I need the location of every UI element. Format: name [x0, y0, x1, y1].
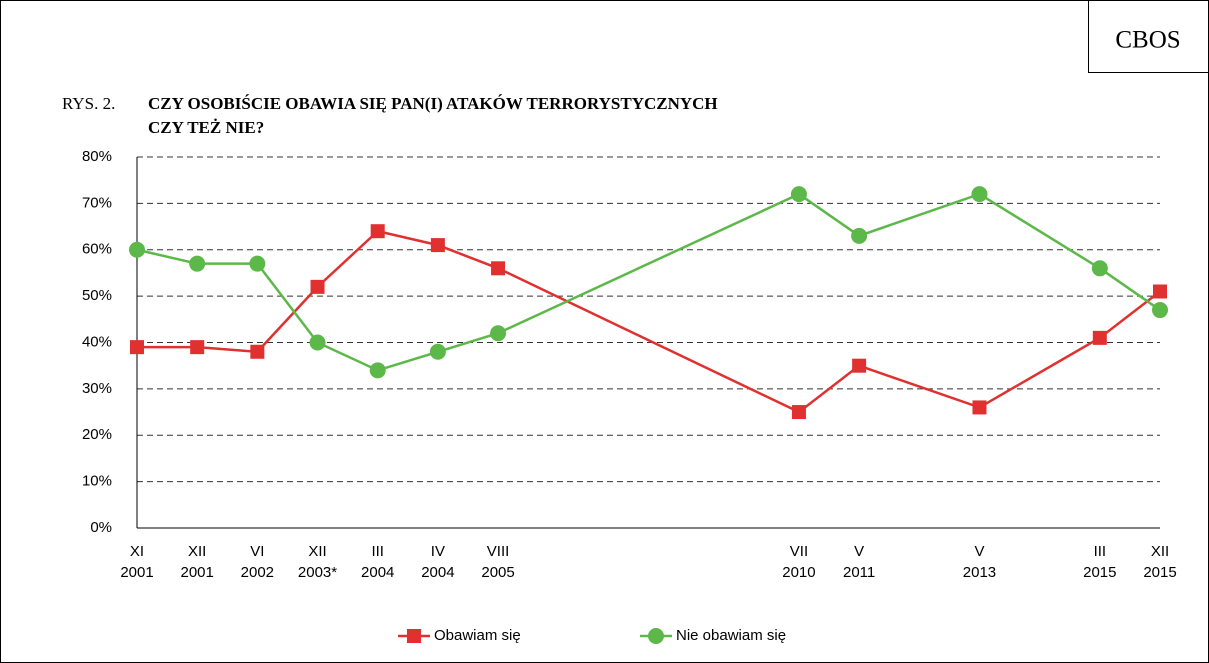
- x-tick-label: VI: [250, 543, 264, 560]
- data-point: [851, 227, 868, 244]
- y-tick-label: 40%: [82, 333, 112, 350]
- data-point: [189, 255, 206, 272]
- data-point: [852, 358, 867, 373]
- x-tick-label: 2003*: [298, 564, 337, 581]
- x-tick-label: IV: [431, 543, 445, 560]
- x-tick-label: 2011: [843, 564, 875, 581]
- x-tick-label: III: [371, 543, 384, 560]
- y-tick-label: 30%: [82, 380, 112, 397]
- x-tick-label: 2010: [782, 564, 815, 581]
- data-point: [429, 343, 446, 360]
- y-tick-label: 50%: [82, 287, 112, 304]
- x-tick-label: XII: [1151, 543, 1169, 560]
- x-tick-label: XII: [308, 543, 326, 560]
- series-line: [136, 192, 1161, 372]
- legend-marker: [648, 628, 664, 644]
- data-point: [1092, 330, 1107, 345]
- x-tick-label: 2001: [120, 564, 153, 581]
- x-tick-label: VII: [790, 543, 808, 560]
- data-point: [791, 405, 806, 420]
- x-tick-label: 2002: [241, 564, 274, 581]
- x-tick-label: V: [854, 543, 864, 560]
- data-point: [309, 334, 326, 351]
- data-point: [129, 241, 145, 258]
- x-tick-label: 2004: [421, 564, 454, 581]
- y-tick-label: 60%: [82, 241, 112, 258]
- data-point: [971, 186, 988, 203]
- x-tick-label: 2004: [361, 564, 394, 581]
- data-point: [190, 340, 205, 355]
- data-point: [790, 186, 807, 203]
- x-tick-label: XI: [130, 543, 144, 560]
- legend-label: Obawiam się: [434, 627, 521, 644]
- data-point: [130, 340, 144, 355]
- data-point: [369, 362, 386, 379]
- chart-title: CZY OSOBIŚCIE OBAWIA SIĘ PAN(I) ATAKÓW T…: [148, 94, 718, 113]
- x-tick-label: XII: [188, 543, 206, 560]
- x-tick-label: 2001: [180, 564, 213, 581]
- y-tick-label: 20%: [82, 426, 112, 443]
- data-point: [972, 400, 987, 415]
- data-point: [490, 325, 507, 342]
- data-point: [1091, 260, 1108, 277]
- data-point: [249, 255, 266, 272]
- x-tick-label: VIII: [487, 543, 510, 560]
- x-tick-label: III: [1094, 543, 1107, 560]
- x-tick-label: V: [974, 543, 984, 560]
- data-point: [370, 224, 385, 239]
- data-point: [250, 344, 265, 359]
- x-tick-label: 2015: [1143, 564, 1176, 581]
- brand: CBOS: [1115, 27, 1180, 54]
- y-tick-label: 80%: [82, 148, 112, 165]
- brand-box: [1088, 0, 1209, 73]
- y-tick-label: 10%: [82, 473, 112, 490]
- x-tick-label: 2015: [1083, 564, 1116, 581]
- legend-label: Nie obawiam się: [676, 627, 786, 644]
- x-tick-label: 2005: [481, 564, 514, 581]
- data-point: [1152, 302, 1168, 319]
- data-point: [310, 279, 325, 294]
- data-point: [1153, 284, 1167, 299]
- data-point: [430, 238, 445, 253]
- data-point: [491, 261, 506, 276]
- y-tick-label: 70%: [82, 194, 112, 211]
- figure-label: RYS. 2.: [62, 94, 115, 113]
- x-tick-label: 2013: [963, 564, 996, 581]
- chart-title: CZY TEŻ NIE?: [148, 118, 264, 137]
- series-line: [137, 229, 1161, 414]
- legend-marker: [407, 629, 421, 643]
- y-tick-label: 0%: [90, 519, 112, 536]
